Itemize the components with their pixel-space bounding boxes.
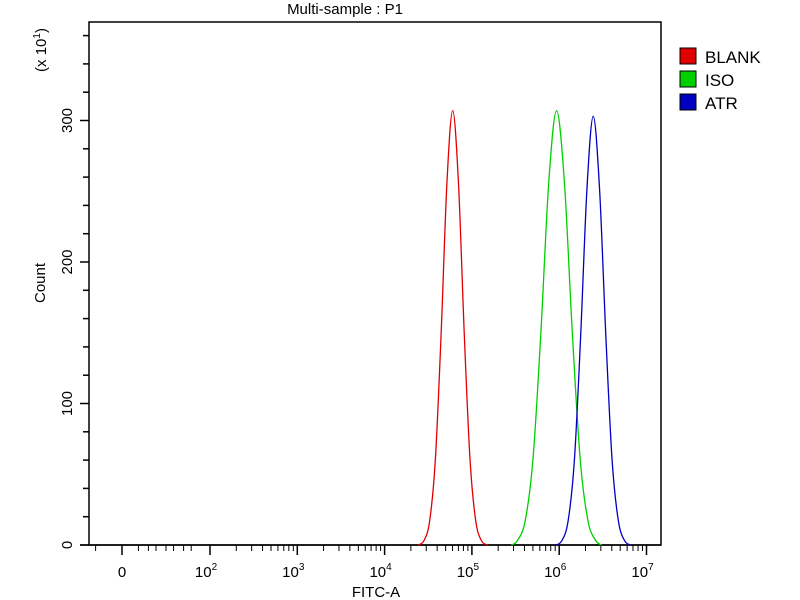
legend-swatch-atr xyxy=(679,93,697,111)
y-tick-label: 200 xyxy=(59,249,76,274)
series-curves xyxy=(417,109,632,546)
y-axis-label: Count xyxy=(32,262,49,303)
x-tick-label: 106 xyxy=(544,562,567,581)
series-curve-iso xyxy=(510,109,603,546)
y-tick-label: 300 xyxy=(59,108,76,133)
legend: BLANK ISO ATR xyxy=(679,47,761,113)
x-tick-label: 105 xyxy=(457,562,480,581)
chart-title: Multi-sample : P1 xyxy=(287,1,403,18)
legend-swatch-iso xyxy=(679,70,697,88)
series-curve-atr xyxy=(555,115,632,546)
legend-label: ATR xyxy=(705,94,738,113)
x-axis-ticks: 0 102 103 104 105 106 107 xyxy=(95,545,654,581)
plot-frame xyxy=(88,21,662,546)
x-tick-label: 102 xyxy=(195,562,218,581)
x-tick-label: 107 xyxy=(631,562,654,581)
y-tick-label: 0 xyxy=(59,541,76,549)
x-tick-label: 103 xyxy=(282,562,305,581)
legend-label: BLANK xyxy=(705,48,761,67)
y-tick-label: 100 xyxy=(59,391,76,416)
y-axis-ticks: 0 100 200 300 xyxy=(59,34,89,549)
legend-label: ISO xyxy=(705,71,734,90)
x-tick-label: 0 xyxy=(118,564,126,581)
x-axis-label: FITC-A xyxy=(352,584,400,600)
x-tick-label: 104 xyxy=(369,562,392,581)
series-curve-blank xyxy=(417,109,488,546)
legend-swatch-blank xyxy=(679,47,697,65)
y-multiplier-label: (x 101) xyxy=(32,28,50,72)
